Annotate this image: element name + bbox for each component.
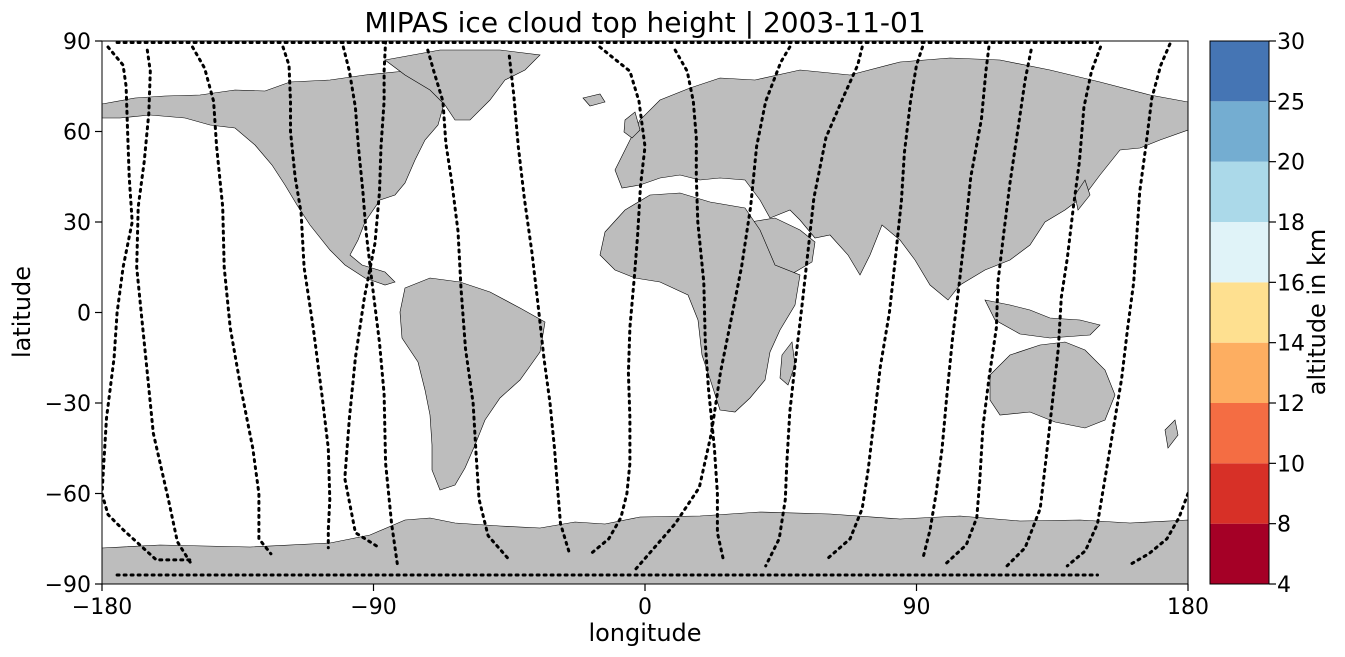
- islands-indonesia: [984, 299, 1101, 339]
- x-axis-label: longitude: [588, 619, 701, 647]
- orbit-track-14: [921, 45, 991, 562]
- colorbar-tick-label: 14: [1277, 332, 1305, 357]
- orbit-track-17: [1065, 42, 1172, 568]
- colorbar-segment: [1210, 342, 1269, 403]
- colorbar-segment: [1210, 41, 1269, 102]
- orbit-track-13: [824, 45, 924, 562]
- x-tick-label: −90: [350, 595, 396, 620]
- y-tick-label: −30: [45, 392, 91, 417]
- colorbar-tick-label: 18: [1277, 211, 1305, 236]
- y-axis-label: latitude: [8, 266, 36, 358]
- x-tick-label: 90: [903, 595, 931, 620]
- colorbar-tick-label: 4: [1277, 573, 1291, 598]
- colorbar-segment: [1210, 523, 1269, 584]
- colorbar-tick-label: 12: [1277, 392, 1305, 417]
- x-tick-label: 0: [638, 595, 652, 620]
- orbit-track-10: [673, 48, 725, 562]
- colorbar-tick-label: 25: [1277, 90, 1305, 115]
- map-area: [101, 40, 1189, 585]
- orbit-track-5: [341, 45, 400, 568]
- orbit-track-6: [343, 41, 388, 550]
- colorbar-tick-label: 20: [1277, 151, 1305, 176]
- colorbar-tick-label: 30: [1277, 30, 1305, 55]
- y-tick-label: 30: [63, 211, 91, 236]
- island-britain: [623, 111, 641, 139]
- orbit-track-11: [634, 45, 792, 571]
- y-tick-label: −60: [45, 483, 91, 508]
- island-iceland: [582, 93, 606, 107]
- colorbar-segment: [1210, 101, 1269, 162]
- continent-africa: [599, 192, 801, 413]
- colorbar-frame: [1209, 40, 1270, 585]
- colorbar-label: altitude in km: [1303, 229, 1331, 396]
- island-japan: [1074, 179, 1091, 211]
- orbit-track-18: [1126, 492, 1188, 568]
- y-tick-label: 0: [77, 302, 91, 327]
- x-axis: −180 −90 0 90 180: [72, 584, 1209, 620]
- colorbar-segment: [1210, 161, 1269, 222]
- orbit-track-15: [945, 48, 1033, 565]
- x-tick-label: −180: [72, 595, 132, 620]
- orbit-track-8: [507, 54, 572, 556]
- y-tick-label: 90: [63, 30, 91, 55]
- island-madagascar: [779, 341, 796, 386]
- colorbar-segment: [1210, 403, 1269, 464]
- orbit-track-3: [191, 45, 273, 556]
- orbit-track-9: [589, 45, 647, 556]
- chart-title: MIPAS ice cloud top height | 2003-11-01: [364, 6, 925, 39]
- colorbar: 4 8 10 12 14 16 18 20 25 30: [1209, 30, 1305, 598]
- orbit-tracks: [102, 41, 1188, 577]
- y-tick-label: −90: [45, 573, 91, 598]
- colorbar-segment: [1210, 463, 1269, 524]
- x-tick-label: 180: [1167, 595, 1209, 620]
- colorbar-tick-label: 10: [1277, 452, 1305, 477]
- continent-australia: [989, 341, 1116, 429]
- y-axis: −90 −60 −30 0 30 60 90: [45, 30, 102, 598]
- island-new-zealand: [1164, 419, 1179, 449]
- colorbar-tick-label: 16: [1277, 271, 1305, 296]
- continent-north-america: [102, 69, 446, 286]
- orbit-track-16: [1005, 45, 1102, 568]
- colorbar-tick-label: 8: [1277, 513, 1291, 538]
- orbit-track-4: [281, 45, 332, 550]
- orbit-track-2: [135, 48, 194, 568]
- continent-antarctica: [102, 511, 1188, 584]
- y-tick-label: 60: [63, 121, 91, 146]
- colorbar-segment: [1210, 282, 1269, 343]
- colorbar-segment: [1210, 222, 1269, 283]
- orbit-track-12: [764, 45, 864, 568]
- orbit-track-1: [102, 45, 194, 562]
- continent-south-america: [399, 277, 546, 491]
- continent-greenland: [384, 49, 541, 121]
